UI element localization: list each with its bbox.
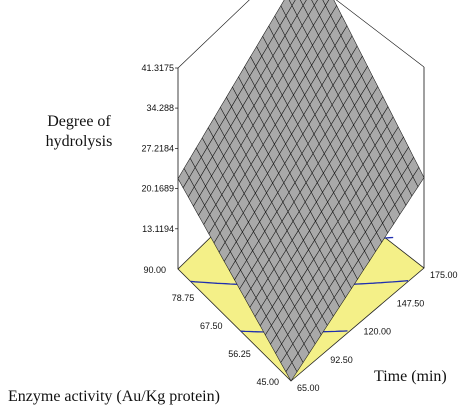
tick-labels: 13.1194 20.1689 27.2184 34.288 41.3175 45.00 5… xyxy=(141,63,457,393)
z-axis-title: Degree of hydrolysis xyxy=(24,112,134,152)
z-tick-label: 27.2184 xyxy=(141,143,174,153)
axes-frame xyxy=(177,0,425,269)
z-tick-label: 20.1689 xyxy=(141,184,174,194)
surface-facet xyxy=(299,0,307,7)
x-tick-label: 147.50 xyxy=(397,298,425,308)
surface-facet xyxy=(288,0,296,7)
z-axis-title-line2: hydrolysis xyxy=(45,133,113,150)
surface-facet xyxy=(322,0,330,7)
x-tick-label: 65.00 xyxy=(297,383,320,393)
x-tick-label: 120.00 xyxy=(364,327,392,337)
z-tick-label: 13.1194 xyxy=(142,224,174,234)
surface-facet xyxy=(285,361,298,382)
response-surface xyxy=(177,0,425,382)
z-tick-label: 41.3175 xyxy=(141,63,174,73)
y-tick-label: 56.25 xyxy=(228,349,251,359)
top-back-right-edge xyxy=(335,0,425,68)
y-tick-label: 90.00 xyxy=(143,265,166,275)
z-axis-title-line1: Degree of xyxy=(47,113,111,130)
top-back-left-edge xyxy=(177,0,250,69)
x-tick-label: 92.50 xyxy=(330,355,353,365)
x-axis-title: Time (min) xyxy=(374,368,447,385)
z-tick-label: 34.288 xyxy=(146,103,174,113)
y-tick-label: 45.00 xyxy=(256,377,279,387)
y-axis-title: Enzyme activity (Au/Kg protein) xyxy=(8,388,220,405)
x-tick-label: 175.00 xyxy=(430,270,458,280)
surface-facet xyxy=(311,0,318,6)
y-tick-label: 78.75 xyxy=(172,293,195,303)
y-tick-label: 67.50 xyxy=(200,321,223,331)
